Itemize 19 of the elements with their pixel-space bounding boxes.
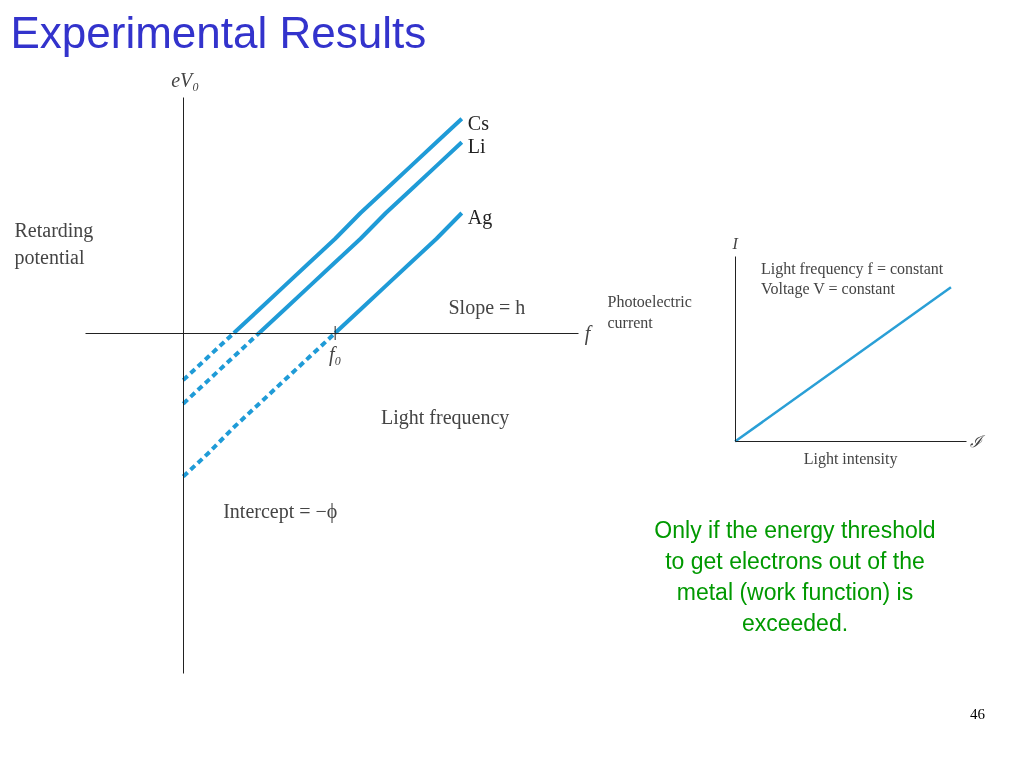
text: Only if the energy threshold to get electrons out of the metal (work function) is exceeded. (654, 516, 936, 639)
annotation: f₀ (328, 343, 342, 366)
annotation: Voltage V = constant (760, 280, 896, 299)
annotation: Slope = h (448, 296, 526, 320)
y-axis-title: Photoelectric current (607, 293, 692, 331)
text: f (584, 322, 593, 345)
text: Light frequency f = constant (760, 260, 944, 279)
y-axis-title: Retarding potential (14, 219, 94, 269)
series-label: Li (467, 135, 486, 158)
x-axis-title: Light frequency (381, 406, 510, 430)
chart-title: Experimental Results (10, 7, 427, 57)
text: eV₀ (171, 69, 200, 92)
text: 46 (970, 705, 985, 725)
series-label: Ag (467, 206, 493, 230)
series-label: Cs (467, 111, 490, 134)
annotation: ℐ (970, 433, 987, 451)
text: I (731, 235, 739, 253)
text: Intercept = −ϕ (223, 499, 338, 523)
x-axis-title: Light intensity (803, 449, 898, 468)
